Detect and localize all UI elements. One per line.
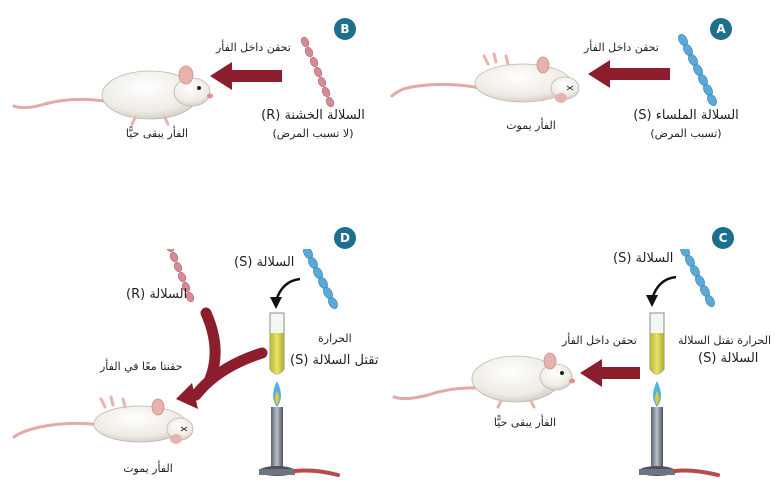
panel-c-heat-strain: السلالة (S) (698, 351, 759, 366)
panel-d-heat-strain: تقتل السلالة (S) (290, 353, 379, 368)
panel-c-badge: C (712, 227, 734, 249)
inject-arrow-icon (588, 60, 670, 88)
panel-d-inject-label: حقنتا معًا في الفأر (100, 360, 183, 373)
panel-b-drawing (12, 36, 335, 126)
panel-a-inject-label: تحقن داخل الفأر (584, 41, 659, 54)
inject-arrow-icon (580, 359, 640, 387)
test-tube-icon (269, 312, 285, 375)
alive-mouse-icon (392, 352, 575, 409)
panel-c-strain-label: السلالة (S) (613, 251, 674, 266)
panel-d-badge: D (334, 227, 356, 249)
panel-a-result: الفأر يموت (506, 119, 556, 132)
panel-b-result: الفأر يبقى حيًّا (125, 127, 189, 140)
panel-a-drawing (390, 34, 717, 106)
alive-mouse-icon (12, 65, 213, 126)
panel-d-result: الفأر يموت (123, 462, 173, 475)
panel-c-inject-label: تحقن داخل الفأر (562, 334, 637, 347)
panel-b-badge: B (334, 18, 356, 40)
transfer-arrowhead-icon (270, 297, 282, 309)
panel-a: A تحقن داخل الفأر السلالة الملساء (S) (ت… (388, 0, 776, 248)
panel-d-strain-s-label: السلالة (S) (234, 255, 295, 270)
test-tube-icon (649, 312, 665, 375)
panel-a-strain-note: (تسبب المرض) (650, 127, 722, 140)
s-strain-bacteria-icon (680, 249, 715, 307)
panel-d-heat-label: الحرارة (318, 332, 352, 345)
panel-c: C السلالة (S) الحرارة تقتل السلالة السلا… (388, 227, 776, 497)
s-strain-bacteria-icon (303, 249, 338, 309)
bunsen-burner-icon (639, 381, 720, 477)
panel-b-inject-label: تحقن داخل الفأر (216, 41, 291, 54)
bunsen-burner-icon (259, 381, 340, 477)
s-strain-bacteria-icon (678, 34, 717, 106)
panel-c-heat-label: الحرارة تقتل السلالة (678, 334, 772, 347)
r-strain-bacteria-icon (300, 36, 335, 108)
panel-a-strain-name: السلالة الملساء (S) (633, 108, 739, 123)
transfer-arrowhead-icon (646, 295, 658, 307)
dead-mouse-icon (390, 52, 580, 103)
dead-mouse-icon (12, 395, 194, 444)
panel-c-result: الفأر يبقى حيًّا (493, 416, 557, 429)
panel-a-badge: A (710, 18, 732, 40)
panel-d: D السلالة (S) السلالة (R) الحرارة تقتل ا… (0, 227, 388, 497)
panel-b-strain-note: (لا تسبب المرض) (272, 127, 354, 140)
combine-arrowhead-icon (176, 383, 198, 409)
inject-arrow-icon (210, 62, 282, 90)
combine-arrow-icon (190, 307, 268, 401)
panel-c-drawing (392, 249, 720, 477)
r-strain-bacteria-icon (165, 249, 195, 303)
panel-d-drawing (12, 249, 340, 477)
panel-b-strain-name: السلالة الخشنة (R) (261, 108, 365, 123)
panel-d-strain-r-label: السلالة (R) (126, 287, 188, 302)
panel-b: B تحقن داخل الفأر السلالة الخشنة (R) (لا… (0, 0, 388, 248)
